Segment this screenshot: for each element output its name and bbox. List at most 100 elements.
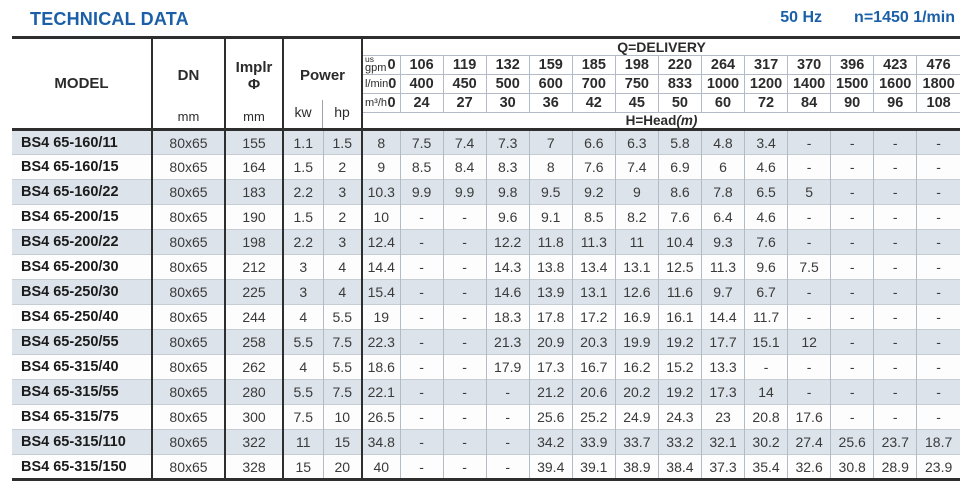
impeller-value: 328 bbox=[224, 454, 283, 480]
delivery-value: 1000 bbox=[700, 74, 745, 94]
head-value: 24.9 bbox=[614, 404, 659, 430]
head-value: 13.1 bbox=[614, 254, 659, 280]
head-value: 19.2 bbox=[657, 329, 702, 355]
table-row: BS4 65-315/110 80x65 322 11 15 34.8- - -34.2 33.… bbox=[12, 429, 960, 455]
impeller-value: 244 bbox=[224, 304, 283, 330]
head-value: - bbox=[399, 254, 444, 280]
model-name: BS4 65-160/11 bbox=[12, 129, 152, 155]
delivery-value: 600 bbox=[528, 74, 573, 94]
head-value: 37.3 bbox=[700, 454, 745, 480]
head-value: 8.3 bbox=[485, 154, 530, 180]
head-value: - bbox=[916, 129, 960, 155]
power-units: kw hp bbox=[284, 100, 361, 128]
head-value: - bbox=[830, 229, 874, 255]
model-name: BS4 65-200/30 bbox=[12, 254, 152, 280]
head-value: - bbox=[399, 429, 444, 455]
head-value: 32.6 bbox=[787, 454, 831, 480]
delivery-zero-value: 0 bbox=[387, 57, 396, 73]
head-value: 9.2 bbox=[571, 179, 616, 205]
phi-symbol: Φ bbox=[247, 75, 261, 93]
power-hp-value: 3 bbox=[322, 179, 363, 205]
head-value: 14 bbox=[744, 379, 788, 405]
model-name: BS4 65-315/150 bbox=[12, 454, 152, 480]
delivery-value: 45 bbox=[614, 93, 659, 113]
delivery-value: 317 bbox=[744, 55, 788, 75]
head-value: 33.9 bbox=[571, 429, 616, 455]
head-value: 20.9 bbox=[528, 329, 573, 355]
head-value: - bbox=[787, 279, 831, 305]
delivery-value: 400 bbox=[399, 74, 444, 94]
delivery-value: 1800 bbox=[916, 74, 960, 94]
table-body: BS4 65-160/11 80x65 155 1.1 1.5 8 7.5 7.4 7.3 7 6.… bbox=[12, 129, 960, 480]
model-name: BS4 65-315/110 bbox=[12, 429, 152, 455]
head-value: 4.8 bbox=[700, 129, 745, 155]
delivery-value: 50 bbox=[657, 93, 702, 113]
head-value: 9 bbox=[614, 179, 659, 205]
power-kw-value: 11 bbox=[282, 429, 323, 455]
power-hp-value: 7.5 bbox=[322, 329, 363, 355]
head-value: 11.6 bbox=[657, 279, 702, 305]
delivery-value: 106 bbox=[399, 55, 444, 75]
power-kw-value: 5.5 bbox=[282, 379, 323, 405]
hp-unit: hp bbox=[322, 100, 361, 128]
impeller-value: 198 bbox=[224, 229, 283, 255]
impeller-value: 300 bbox=[224, 404, 283, 430]
head-value: - bbox=[916, 404, 960, 430]
head-value: 16.2 bbox=[614, 354, 659, 380]
head-value: 6.4 bbox=[700, 204, 745, 230]
head-value: 20.3 bbox=[571, 329, 616, 355]
head-value: 27.4 bbox=[787, 429, 831, 455]
head-value: 17.8 bbox=[528, 304, 573, 330]
head-value: - bbox=[873, 404, 917, 430]
head-value: - bbox=[399, 379, 444, 405]
head-value: - bbox=[787, 229, 831, 255]
delivery-value: 700 bbox=[571, 74, 616, 94]
impeller-value: 258 bbox=[224, 329, 283, 355]
head-value: 17.6 bbox=[787, 404, 831, 430]
table-header: MODEL DN mm Implr Φ mm Power kw hp Q=DELI… bbox=[12, 37, 960, 130]
table-row: BS4 65-200/22 80x65 198 2.2 3 12.4- -12.2 11.8 1… bbox=[12, 229, 960, 255]
head-value: - bbox=[485, 404, 530, 430]
head-value: 13.3 bbox=[700, 354, 745, 380]
impeller-value: 155 bbox=[224, 129, 283, 155]
head-value: - bbox=[442, 329, 487, 355]
head-value: 4.6 bbox=[744, 154, 788, 180]
model-name: BS4 65-160/15 bbox=[12, 154, 152, 180]
head-value: - bbox=[830, 354, 874, 380]
delivery-value: 1500 bbox=[830, 74, 874, 94]
head-value: 28.9 bbox=[873, 454, 917, 480]
head-value: 23.7 bbox=[873, 429, 917, 455]
dn-value: 80x65 bbox=[151, 454, 225, 480]
head-value: - bbox=[873, 304, 917, 330]
delivery-value: 27 bbox=[442, 93, 487, 113]
delivery-value: 24 bbox=[399, 93, 444, 113]
head-value: 20.6 bbox=[571, 379, 616, 405]
column-header-model: MODEL bbox=[54, 75, 109, 92]
head-value: 16.9 bbox=[614, 304, 659, 330]
head-value: 7.6 bbox=[571, 154, 616, 180]
head-value: 19 bbox=[361, 304, 401, 330]
table-row: BS4 65-315/55 80x65 280 5.5 7.5 22.1- - -21.2 20… bbox=[12, 379, 960, 405]
column-header-impeller: Implr Φ mm bbox=[224, 37, 283, 130]
page-title: TECHNICAL DATA bbox=[30, 9, 189, 29]
table-row: BS4 65-250/40 80x65 244 4 5.5 19- -18.3 17.8 17.… bbox=[12, 304, 960, 330]
delivery-value: 220 bbox=[657, 55, 702, 75]
head-value: - bbox=[399, 279, 444, 305]
head-value: 7.6 bbox=[657, 204, 702, 230]
head-value: 13.9 bbox=[528, 279, 573, 305]
head-value: 9.5 bbox=[528, 179, 573, 205]
head-value: 34.2 bbox=[528, 429, 573, 455]
model-name: BS4 65-200/22 bbox=[12, 229, 152, 255]
head-value: 13.1 bbox=[571, 279, 616, 305]
head-value: 14.3 bbox=[485, 254, 530, 280]
head-value: - bbox=[916, 254, 960, 280]
impeller-value: 183 bbox=[224, 179, 283, 205]
head-value: - bbox=[485, 379, 530, 405]
table-row: BS4 65-200/15 80x65 190 1.5 2 10- -9.6 9.1 8.5 8.… bbox=[12, 204, 960, 230]
head-value: 9.6 bbox=[744, 254, 788, 280]
head-value: - bbox=[787, 304, 831, 330]
dn-value: 80x65 bbox=[151, 379, 225, 405]
delivery-unit-cell: us gpm 0 bbox=[361, 55, 401, 75]
delivery-value: 1400 bbox=[787, 74, 831, 94]
